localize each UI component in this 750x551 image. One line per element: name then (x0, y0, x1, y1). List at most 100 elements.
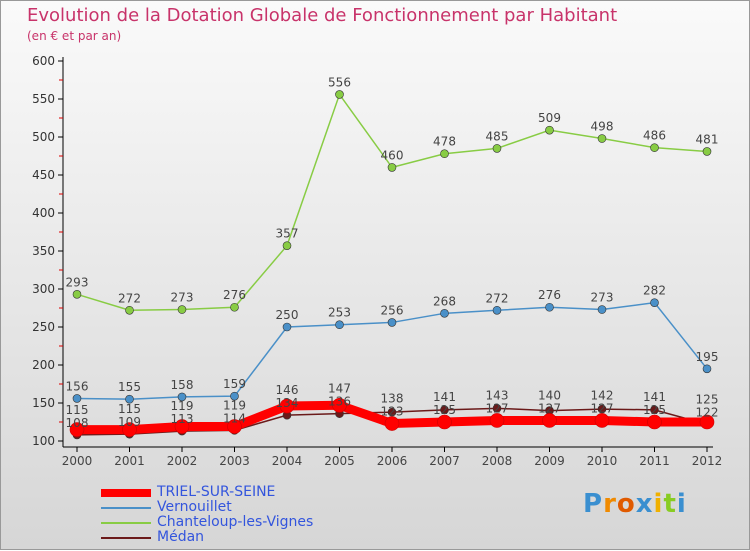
x-tick-label: 2006 (377, 454, 408, 468)
x-tick-label: 2000 (62, 454, 93, 468)
x-tick-label: 2011 (639, 454, 670, 468)
data-label: 108 (66, 416, 89, 430)
data-point (174, 419, 190, 434)
data-label: 253 (328, 306, 351, 320)
data-label: 127 (591, 401, 614, 415)
y-tick-label: 200 (32, 358, 55, 372)
data-label: 460 (381, 148, 404, 162)
data-label: 276 (223, 288, 246, 302)
y-tick-label: 400 (32, 206, 55, 220)
data-point (227, 419, 242, 434)
data-label: 141 (643, 390, 666, 404)
data-point (492, 305, 502, 315)
data-label: 276 (538, 288, 561, 302)
data-point (230, 391, 239, 401)
data-point (387, 163, 397, 172)
data-point (279, 398, 295, 414)
data-label: 109 (118, 415, 141, 429)
x-tick-label: 2004 (272, 454, 303, 468)
data-point (440, 149, 449, 159)
data-point (177, 305, 187, 314)
data-label: 141 (433, 390, 456, 404)
data-point (332, 397, 347, 413)
y-tick-label: 500 (32, 130, 55, 144)
data-point (650, 405, 659, 415)
data-label: 127 (538, 401, 561, 415)
data-point (440, 309, 449, 318)
x-tick-label: 2008 (482, 454, 513, 468)
data-point (384, 416, 400, 431)
y-tick-label: 250 (32, 320, 55, 334)
data-point (282, 322, 292, 332)
data-label: 486 (643, 129, 666, 143)
data-label: 509 (538, 111, 561, 125)
data-label: 478 (433, 135, 456, 149)
data-point (177, 392, 187, 402)
data-point (594, 413, 610, 428)
data-label: 140 (538, 388, 561, 402)
data-label: 122 (696, 405, 719, 419)
y-tick-label: 450 (32, 168, 55, 182)
data-label: 138 (381, 392, 404, 406)
legend-swatch (101, 536, 151, 539)
data-point (489, 413, 505, 428)
data-point (387, 407, 397, 417)
data-label: 146 (276, 383, 299, 397)
legend-item: TRIEL-SUR-SEINE (101, 485, 275, 500)
data-point (437, 414, 452, 430)
chart-subtitle: (en € et par an) (27, 29, 122, 43)
legend-item: Médan (101, 530, 204, 545)
y-tick-label: 300 (32, 282, 55, 296)
legend-swatch (101, 488, 151, 497)
data-point (72, 290, 82, 299)
data-label: 115 (118, 402, 141, 416)
data-label: 498 (591, 120, 614, 134)
data-point (69, 422, 85, 437)
legend-item: Vernouillet (101, 500, 232, 515)
y-tick-label: 600 (32, 54, 55, 68)
x-tick-label: 2003 (219, 454, 250, 468)
data-label: 293 (66, 275, 89, 289)
data-label: 256 (381, 303, 404, 317)
data-label: 272 (118, 291, 141, 305)
legend-label: Vernouillet (157, 499, 232, 515)
data-point (597, 305, 607, 314)
y-tick-label: 150 (32, 396, 55, 410)
data-label: 556 (328, 75, 351, 89)
data-label: 119 (223, 398, 246, 412)
data-label: 127 (486, 401, 509, 415)
data-label: 125 (643, 403, 666, 417)
data-label: 159 (223, 377, 246, 391)
data-label: 119 (171, 399, 194, 413)
chart-title: Evolution de la Dotation Globale de Fonc… (27, 5, 618, 26)
data-point (597, 404, 607, 414)
x-tick-label: 2005 (324, 454, 355, 468)
data-label: 273 (591, 291, 614, 305)
x-tick-label: 2009 (534, 454, 565, 468)
data-label: 272 (486, 291, 509, 305)
data-label: 485 (486, 129, 509, 143)
data-point (125, 394, 134, 404)
data-point (699, 414, 715, 430)
legend-label: Chanteloup-les-Vignes (157, 514, 314, 530)
x-tick-label: 2010 (587, 454, 618, 468)
data-label: 282 (643, 284, 666, 298)
legend-swatch (101, 521, 151, 524)
legend-label: TRIEL-SUR-SEINE (157, 484, 276, 500)
data-point (545, 125, 554, 135)
data-point (387, 318, 397, 327)
data-label: 115 (66, 403, 89, 417)
data-point (650, 143, 659, 152)
data-point (335, 90, 344, 99)
data-point (650, 298, 659, 307)
y-tick-label: 550 (32, 92, 55, 106)
legend-label: Médan (157, 529, 205, 545)
data-label: 136 (328, 395, 351, 409)
data-label: 357 (276, 227, 299, 241)
data-point (702, 364, 712, 374)
data-point (647, 414, 662, 430)
data-label: 273 (171, 291, 194, 305)
data-point (492, 404, 502, 413)
data-point (702, 147, 712, 156)
